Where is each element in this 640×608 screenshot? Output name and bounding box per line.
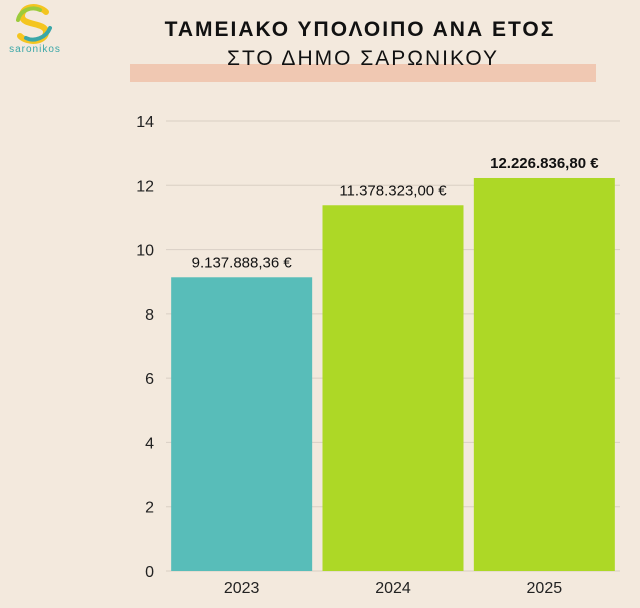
- y-tick-label: 6: [145, 371, 154, 388]
- y-tick-label: 14: [136, 114, 154, 131]
- saronikos-logo: saronikos: [4, 4, 64, 60]
- logo-text: saronikos: [9, 44, 61, 55]
- x-tick-label: 2023: [224, 580, 260, 597]
- y-tick-label: 0: [145, 564, 154, 581]
- bar: [171, 277, 313, 571]
- y-tick-label: 4: [145, 435, 154, 452]
- y-tick-label: 8: [145, 307, 154, 324]
- x-tick-label: 2024: [375, 580, 411, 597]
- y-tick-label: 12: [136, 178, 154, 195]
- x-tick-label: 2025: [527, 580, 563, 597]
- y-tick-label: 2: [145, 500, 154, 517]
- data-label: 12.226.836,80 €: [490, 155, 599, 172]
- bar-chart: 0 2 4 6 8 10 12 14 9.137.888,36 € 2023 11.378.323,…: [136, 114, 620, 597]
- chart-title: ΤΑΜΕΙΑΚΟ ΥΠΟΛΟΙΠΟ ΑΝΑ ΕΤΟΣ: [164, 18, 556, 41]
- subtitle-band: [130, 64, 596, 82]
- data-label: 11.378.323,00 €: [339, 182, 447, 199]
- bar: [322, 205, 464, 571]
- chart-subtitle: ΣΤΟ ΔΗΜΟ ΣΑΡΩΝΙΚΟΥ: [226, 47, 499, 70]
- saronikos-s-logo-icon: [16, 4, 52, 44]
- y-tick-label: 10: [136, 243, 154, 260]
- bar: [473, 177, 615, 572]
- data-label: 9.137.888,36 €: [192, 254, 293, 271]
